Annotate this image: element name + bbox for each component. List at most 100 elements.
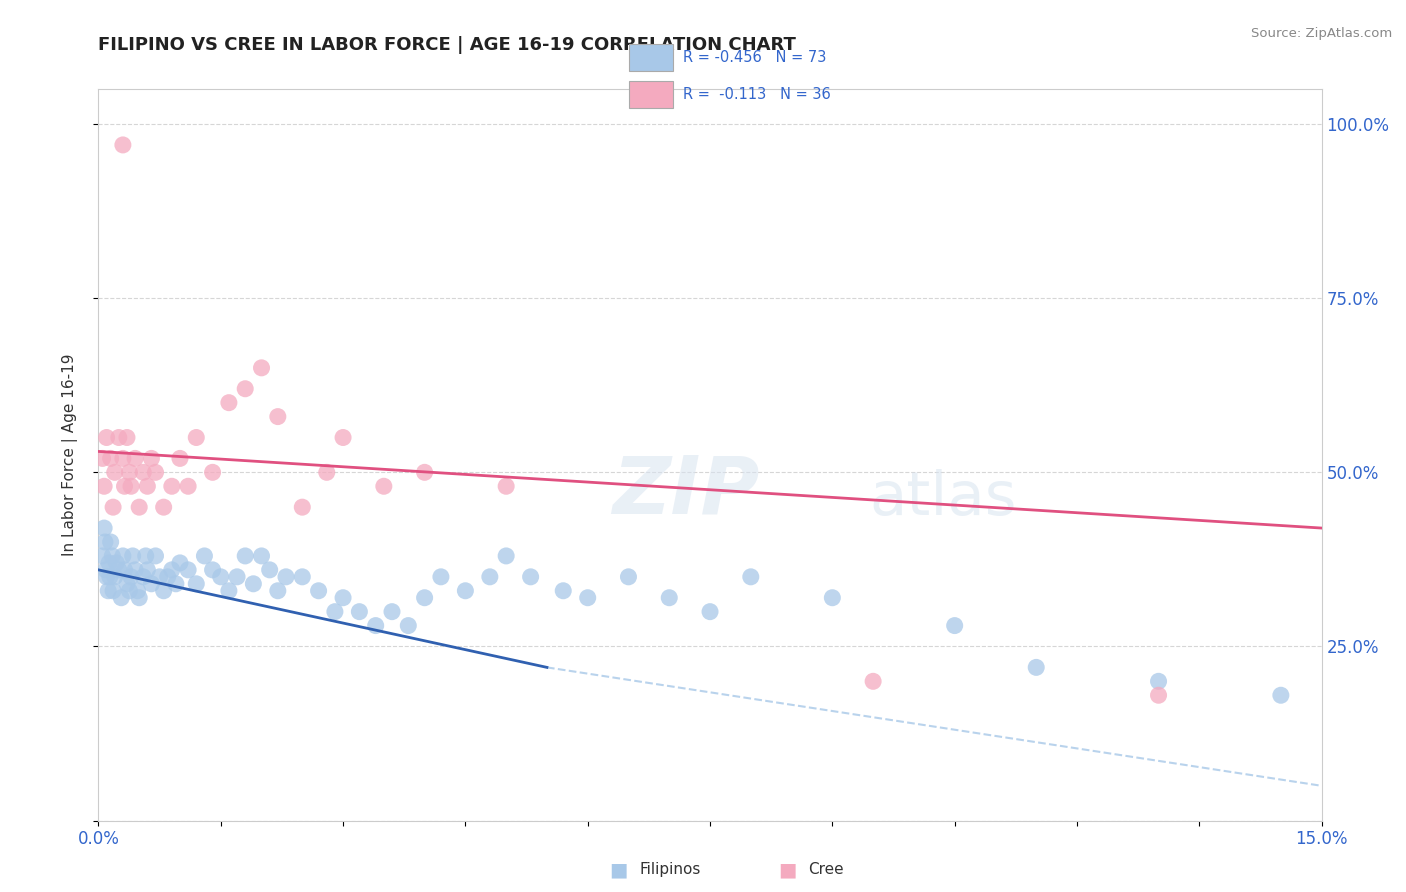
Point [201,563,224,577]
Point [233,549,256,563]
Point [114,479,136,493]
Point [98,556,121,570]
Point [94,535,117,549]
Point [323,605,346,619]
Point [96,570,118,584]
Point [267,583,290,598]
Point [291,500,314,515]
Point [862,674,884,689]
Point [135,549,157,563]
Point [218,395,240,409]
Point [145,466,167,480]
Point [128,591,150,605]
Point [108,430,131,444]
Point [132,466,155,480]
Point [96,430,118,444]
Point [699,605,721,619]
Point [349,605,371,619]
FancyBboxPatch shape [628,80,672,108]
Point [141,451,163,466]
Point [364,618,387,632]
Point [111,137,134,152]
Point [156,570,179,584]
Text: R = -0.456   N = 73: R = -0.456 N = 73 [683,50,827,65]
Point [413,591,436,605]
Point [242,576,264,591]
Point [250,549,273,563]
Point [943,618,966,632]
Point [93,479,115,493]
Point [165,576,187,591]
Point [1025,660,1047,674]
Point [1147,674,1170,689]
Point [478,570,501,584]
Point [177,563,200,577]
Point [115,430,138,444]
Point [250,360,273,375]
Point [152,583,174,598]
Point [291,570,314,584]
Point [98,570,121,584]
Point [209,570,232,584]
Point [93,521,115,535]
Point [332,591,354,605]
Point [120,479,142,493]
Point [94,563,117,577]
Point [152,500,174,515]
Point [160,479,183,493]
Point [658,591,681,605]
Point [218,583,240,598]
Point [91,451,114,466]
Point [186,430,208,444]
Point [132,570,155,584]
Point [105,556,128,570]
Point [740,570,762,584]
Point [821,591,844,605]
Point [226,570,249,584]
Text: R =  -0.113   N = 36: R = -0.113 N = 36 [683,87,831,102]
Point [169,451,191,466]
Point [267,409,290,424]
Point [315,466,337,480]
Point [1270,688,1292,702]
Point [121,549,143,563]
Point [274,570,297,584]
Point [101,500,124,515]
Point [160,563,183,577]
Point [124,451,146,466]
Point [100,535,122,549]
Point [413,466,436,480]
Point [381,605,404,619]
Y-axis label: In Labor Force | Age 16-19: In Labor Force | Age 16-19 [62,353,77,557]
Point [110,591,132,605]
Text: ■: ■ [609,860,628,880]
Point [495,549,517,563]
Point [136,563,159,577]
Point [128,500,150,515]
Point [136,479,159,493]
Point [120,570,142,584]
FancyBboxPatch shape [628,44,672,71]
Point [111,549,134,563]
Point [553,583,575,598]
Point [101,583,124,598]
Point [108,563,131,577]
Point [201,466,224,480]
Point [396,618,419,632]
Point [124,563,146,577]
Point [519,570,541,584]
Point [104,466,127,480]
Point [332,430,354,444]
Point [141,576,163,591]
Point [373,479,395,493]
Point [233,382,256,396]
Text: atlas: atlas [869,469,1017,528]
Point [576,591,599,605]
Text: ZIP: ZIP [612,452,759,531]
Point [177,479,200,493]
Point [104,570,127,584]
Point [495,479,517,493]
Text: Cree: Cree [808,863,844,877]
Point [111,451,134,466]
Point [259,563,281,577]
